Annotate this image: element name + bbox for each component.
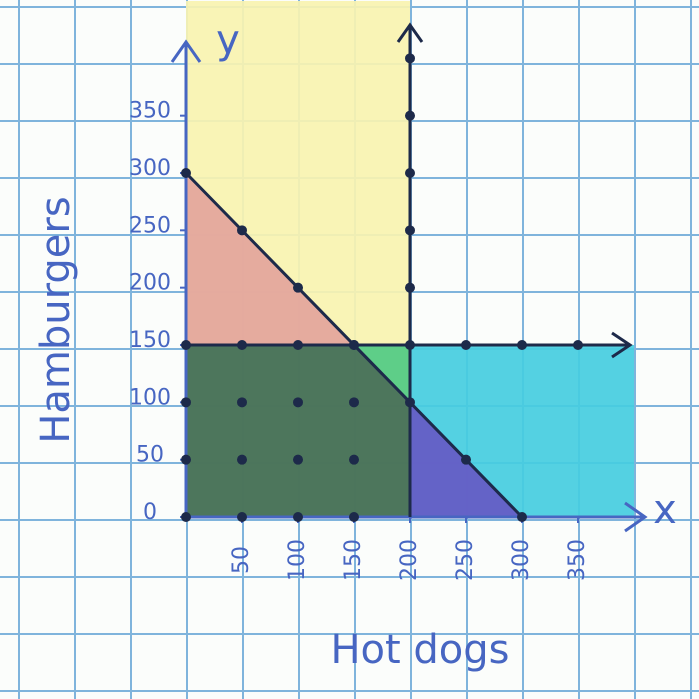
dot [517, 340, 527, 350]
dot [181, 340, 191, 350]
x-tick-label: 150 [341, 539, 366, 581]
x-tick-label: 350 [565, 539, 590, 581]
x-axis-name: x [653, 487, 677, 533]
y-tick-label: 250 [129, 213, 171, 238]
dot [405, 225, 415, 236]
dot [349, 454, 359, 465]
x-tick-label: 50 [229, 546, 254, 574]
dot [349, 512, 359, 522]
y-axis-label: Hamburgers [33, 196, 79, 443]
dot [293, 282, 303, 293]
y-tick-label: 350 [129, 99, 171, 124]
y-tick-label: 100 [129, 385, 171, 410]
dot [461, 340, 471, 350]
x-axis-arrow [624, 501, 648, 533]
y-tick-label: 300 [129, 156, 171, 181]
axes [170, 22, 648, 533]
y-tick-label: 150 [129, 328, 171, 353]
dot [293, 397, 303, 408]
dot [573, 340, 583, 350]
dot [461, 454, 471, 465]
dot [349, 397, 359, 408]
x-axis-label: Hot dogs [330, 627, 509, 673]
dot [293, 340, 303, 350]
boundary-x-arrow [396, 22, 424, 43]
y-axis-arrow [170, 39, 202, 63]
boundary-y-arrow [611, 331, 633, 359]
x-tick-label: 250 [453, 539, 478, 581]
dot [237, 225, 247, 236]
dot [181, 454, 191, 465]
x-tick-label: 100 [285, 539, 310, 581]
dot [237, 454, 247, 465]
dot [405, 53, 415, 64]
dot [405, 110, 415, 121]
y-tick-label: 200 [129, 271, 171, 296]
dot [181, 397, 191, 408]
dot [405, 397, 415, 408]
dot [237, 397, 247, 408]
x-tick-label: 300 [509, 539, 534, 581]
dot [237, 340, 247, 350]
y-tick-label: 0 [143, 500, 157, 525]
x-tick-label: 200 [397, 539, 422, 581]
dot [517, 512, 527, 522]
dot [405, 282, 415, 293]
y-axis-name: y [216, 17, 240, 63]
dot [405, 168, 415, 178]
dot [405, 340, 415, 350]
dot [181, 168, 191, 178]
region [186, 345, 410, 517]
dot [181, 512, 191, 522]
y-tick-label: 50 [136, 443, 164, 468]
dot [349, 340, 359, 350]
dot [293, 512, 303, 522]
dot [293, 454, 303, 465]
dot [237, 512, 247, 522]
